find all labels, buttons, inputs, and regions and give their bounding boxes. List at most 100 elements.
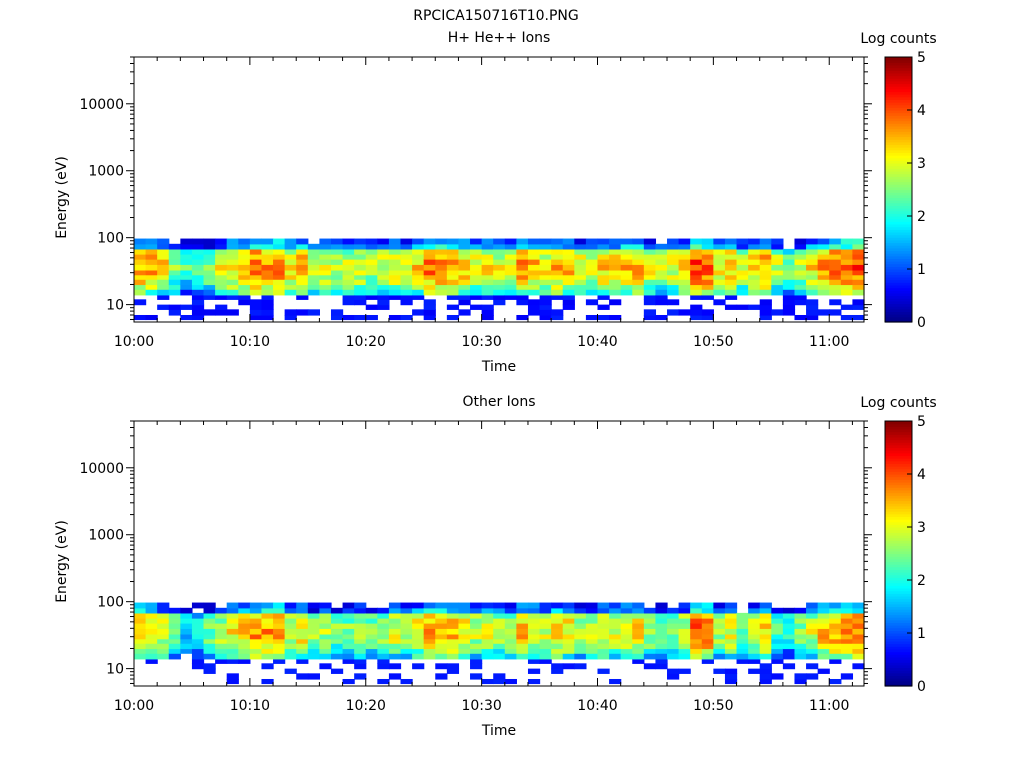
heatmap-cell xyxy=(840,248,854,255)
heatmap-cell xyxy=(493,243,506,250)
heatmap-cell xyxy=(817,309,830,316)
colorbar-swatch xyxy=(885,269,912,273)
heatmap-cell xyxy=(377,607,390,614)
heatmap-cell xyxy=(307,279,320,286)
heatmap-cell xyxy=(817,612,830,619)
heatmap-cell xyxy=(771,259,784,265)
heatmap-cell xyxy=(226,618,239,624)
heatmap-cell xyxy=(284,259,297,265)
heatmap-cell xyxy=(667,633,680,640)
heatmap-cell xyxy=(713,623,726,629)
heatmap-cell xyxy=(551,668,564,674)
heatmap-cell xyxy=(701,648,714,654)
heatmap-cell xyxy=(226,243,239,250)
heatmap-cell xyxy=(504,653,517,660)
heatmap-cell xyxy=(852,633,865,640)
colorbar-swatch xyxy=(885,136,912,140)
heatmap-cell xyxy=(782,643,796,650)
heatmap-cell xyxy=(342,279,355,286)
colorbar-swatch xyxy=(885,638,912,642)
heatmap-cell xyxy=(249,279,263,286)
heatmap-cell xyxy=(168,269,181,276)
heatmap-cell xyxy=(632,612,645,619)
colorbar-swatch xyxy=(885,553,912,557)
heatmap-cell xyxy=(724,269,738,276)
colorbar-swatch xyxy=(885,633,912,637)
heatmap-cell xyxy=(574,289,587,296)
heatmap-cell xyxy=(446,653,460,660)
heatmap-cell xyxy=(724,238,738,245)
heatmap-cell xyxy=(446,304,460,310)
heatmap-cell xyxy=(527,668,541,674)
heatmap-cell xyxy=(585,607,599,614)
heatmap-cell xyxy=(203,668,216,674)
heatmap-cell xyxy=(191,279,205,286)
heatmap-cell xyxy=(249,254,263,260)
heatmap-cell xyxy=(284,243,297,250)
heatmap-cell xyxy=(203,294,216,300)
heatmap-cell xyxy=(551,294,564,300)
heatmap-cell xyxy=(678,254,691,260)
heatmap-cell xyxy=(307,269,320,276)
heatmap-cell xyxy=(585,623,599,629)
y-tick-label: 10 xyxy=(106,662,124,678)
heatmap-cell xyxy=(713,289,726,296)
colorbar-swatch xyxy=(885,458,912,462)
heatmap-cell xyxy=(145,264,158,271)
heatmap-cell xyxy=(852,653,865,660)
heatmap-cell xyxy=(632,254,645,260)
heatmap-cell xyxy=(330,618,344,624)
heatmap-cell xyxy=(273,279,286,286)
heatmap-cell xyxy=(562,269,575,276)
heatmap-cell xyxy=(817,618,830,624)
colorbar-swatch xyxy=(885,444,912,449)
heatmap-cell xyxy=(307,612,320,619)
heatmap-cell xyxy=(620,264,633,271)
heatmap-cell xyxy=(470,602,483,609)
heatmap-cell xyxy=(238,623,251,629)
heatmap-cell xyxy=(840,618,854,624)
heatmap-cell xyxy=(574,264,587,271)
heatmap-cell xyxy=(806,264,819,271)
heatmap-cell xyxy=(539,602,552,609)
heatmap-cell xyxy=(412,612,425,619)
colorbar-swatch xyxy=(885,529,912,533)
heatmap-cell xyxy=(724,294,738,300)
heatmap-cell xyxy=(273,653,286,660)
heatmap-cell xyxy=(273,248,286,255)
heatmap-cell xyxy=(180,243,193,250)
heatmap-cell xyxy=(678,653,691,660)
heatmap-cell xyxy=(667,299,680,306)
heatmap-cell xyxy=(516,284,529,290)
colorbar-swatch xyxy=(885,178,912,183)
heatmap-cell xyxy=(620,618,633,624)
colorbar-swatch xyxy=(885,442,912,446)
heatmap-cell xyxy=(527,643,541,650)
heatmap-cell xyxy=(377,294,390,300)
heatmap-cell xyxy=(516,254,529,260)
heatmap-cell xyxy=(667,638,680,644)
heatmap-cell xyxy=(134,264,147,271)
heatmap-cell xyxy=(678,264,691,271)
heatmap-cell xyxy=(226,633,239,640)
heatmap-cell xyxy=(771,618,784,624)
heatmap-cell xyxy=(713,612,726,619)
heatmap-cell xyxy=(620,284,633,290)
heatmap-cell xyxy=(736,648,749,654)
heatmap-cell xyxy=(701,658,714,664)
heatmap-cell xyxy=(446,633,460,640)
heatmap-cell xyxy=(203,648,216,654)
heatmap-cell xyxy=(782,607,796,614)
heatmap-cell xyxy=(794,653,807,660)
heatmap-cell xyxy=(504,643,517,650)
heatmap-cell xyxy=(736,243,749,250)
heatmap-cell xyxy=(134,259,147,265)
heatmap-cell xyxy=(724,264,738,271)
heatmap-cell xyxy=(759,663,772,670)
colorbar-swatch xyxy=(885,287,912,291)
heatmap-cell xyxy=(724,279,738,286)
heatmap-cell xyxy=(713,648,726,654)
colorbar-swatch xyxy=(885,263,912,267)
heatmap-cell xyxy=(284,618,297,624)
